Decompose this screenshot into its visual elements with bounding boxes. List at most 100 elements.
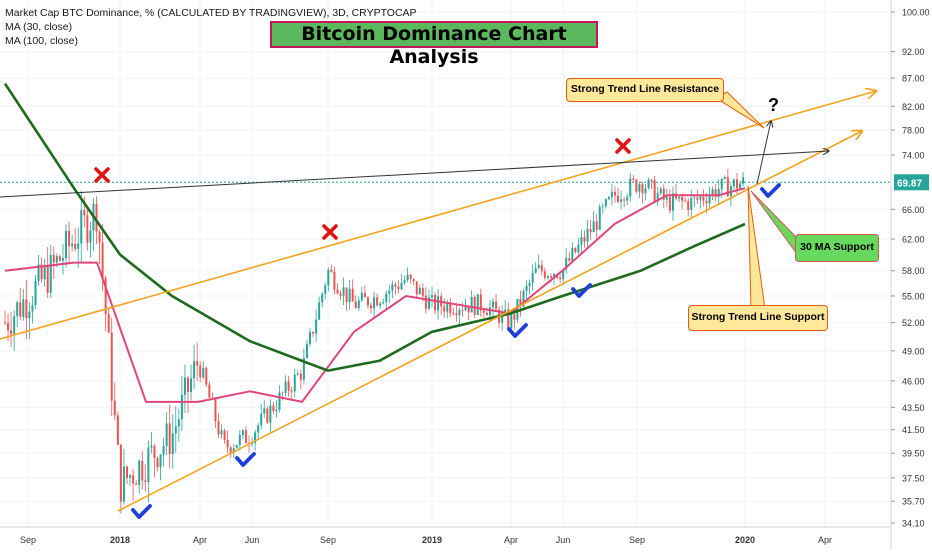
candle-body [571,247,574,261]
candle-body [482,310,485,313]
candle-body [119,444,122,502]
candle-body [537,264,540,269]
candle-body [388,290,391,294]
candle-body [723,177,726,179]
candle-body [196,361,199,366]
candle-body [193,361,196,379]
candle-body [604,199,607,207]
candle-body [684,200,687,202]
candle-body [266,408,269,423]
candle-body [43,266,46,280]
candle-body [208,384,211,398]
candle-body [742,177,745,184]
candle-body [586,229,589,242]
price-tick-label: 66.00 [902,205,925,215]
candle-body [351,288,354,302]
candle-body [144,480,147,483]
candle-body [531,272,534,283]
check-mark-icon [131,504,152,519]
ma100-legend: MA (100, close) [5,35,78,47]
candle-body [473,297,476,315]
check-mark-icon [507,323,528,338]
price-tick-label: 87.00 [902,74,925,84]
candle-body [376,297,379,306]
support-callout: Strong Trend Line Support [688,305,828,331]
candle-body [470,297,473,313]
candle-body [668,196,671,211]
candle-body [305,344,308,359]
candle-body [385,293,388,303]
candle-body [4,322,6,324]
candle-body [696,197,699,200]
candle-body [653,180,656,202]
candle-body [238,435,241,445]
candle-body [360,292,363,301]
candle-body [626,196,629,201]
candle-body [382,302,385,304]
time-tick-label: Sep [629,535,645,545]
candle-body [659,188,662,194]
candle-body [409,274,412,279]
price-tick-label: 78.00 [902,126,925,136]
time-tick-label: 2018 [110,535,130,545]
candle-body [665,196,668,200]
candle-body [104,278,107,315]
candle-body [202,367,205,378]
candle-body [568,258,571,261]
candle-body [507,309,510,329]
candle-body [220,430,223,435]
candle-body [415,281,418,295]
candle-body [488,307,491,316]
candle-body [7,323,10,331]
candle-body [333,271,336,290]
candle-body [662,188,665,200]
candle-body [345,287,348,303]
chart-title-banner: Bitcoin Dominance Chart Analysis [270,21,598,68]
candle-body [379,303,382,306]
candle-body [126,466,128,478]
candle-body [162,445,165,455]
candle-body [281,392,284,394]
candle-body [528,282,531,286]
time-tick-label: 2019 [422,535,442,545]
candle-body [449,302,452,314]
ma-support-callout-pointer [750,190,798,256]
candle-body [68,230,71,247]
candle-body [434,295,437,311]
candle-body [135,483,138,485]
price-tick-label: 92.00 [902,47,925,57]
candle-body [510,314,513,329]
candle-body [31,305,34,312]
candle-body [13,316,16,335]
candle-body [421,287,424,296]
candle-body [132,475,135,484]
candle-body [476,294,479,315]
candle-body [257,425,260,433]
candle-body [638,184,641,192]
price-tick-label: 35.70 [902,497,925,507]
ma30-legend: MA (30, close) [5,21,73,33]
check-mark-icon [760,183,781,198]
candle-body [217,421,220,435]
candle-body [373,297,376,309]
candle-body [37,264,40,281]
candle-body [278,392,281,410]
candle-body [183,377,186,395]
candle-body [485,312,488,316]
candle-body [235,444,238,449]
candle-body [156,457,159,468]
candle-body [52,254,55,263]
candle-body [678,196,681,199]
candle-body [534,268,537,273]
time-tick-label: 2020 [735,535,755,545]
price-tick-label: 43.50 [902,403,925,413]
candle-body [458,309,461,316]
candle-body [260,413,263,426]
candle-body [397,286,400,290]
candle-body [739,183,742,189]
candle-body [513,314,516,320]
candle-body [287,381,290,391]
candle-body [635,179,638,192]
candle-body [580,237,583,245]
candle-body [540,264,543,272]
